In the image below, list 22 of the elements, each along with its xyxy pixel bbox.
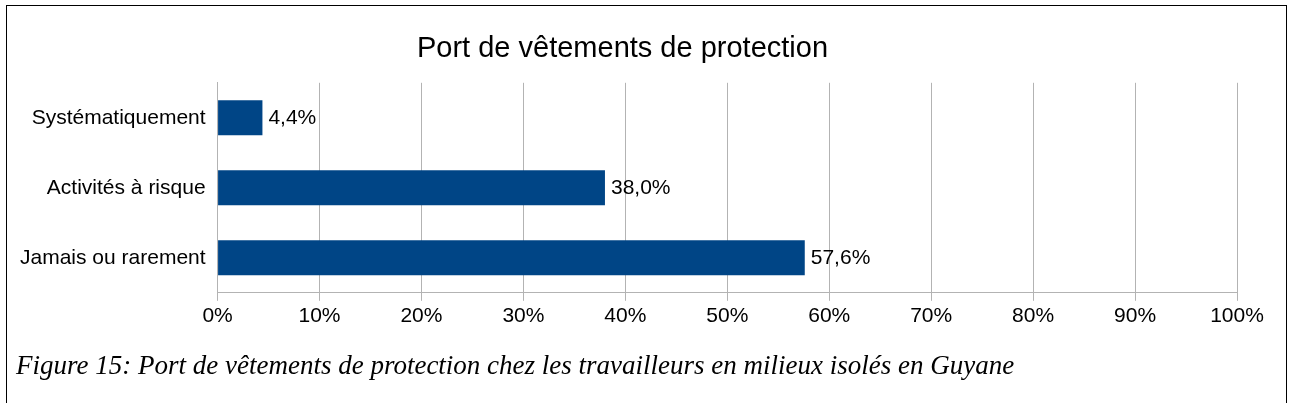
x-tick-label: 90% (1114, 303, 1157, 327)
x-tick-label: 30% (502, 303, 545, 327)
x-tick-label: 10% (298, 303, 341, 327)
data-label: 57,6% (810, 244, 871, 268)
y-tick-label: Activités à risque (46, 174, 206, 198)
x-tick-label: 0% (202, 303, 233, 327)
chart-title: Port de vêtements de protection (416, 31, 829, 64)
x-tick-label: 50% (706, 303, 749, 327)
caption: Figure 15: Port de vêtements de protection chez les travailleurs en milieux isolés en Guyane (16, 350, 1015, 381)
bar (218, 100, 263, 136)
data-label: 4,4% (268, 104, 317, 128)
y-tick-label: Jamais ou rarement (20, 244, 206, 268)
bar (218, 170, 605, 206)
x-tick-label: 70% (910, 303, 953, 327)
data-label: 38,0% (610, 174, 671, 198)
x-tick-label: 60% (808, 303, 851, 327)
x-tick-label: 20% (400, 303, 443, 327)
x-tick-label: 40% (604, 303, 647, 327)
y-tick-label: Systématiquement (31, 104, 206, 128)
bar (218, 240, 805, 276)
x-tick-label: 100% (1210, 303, 1264, 327)
x-tick-label: 80% (1012, 303, 1055, 327)
